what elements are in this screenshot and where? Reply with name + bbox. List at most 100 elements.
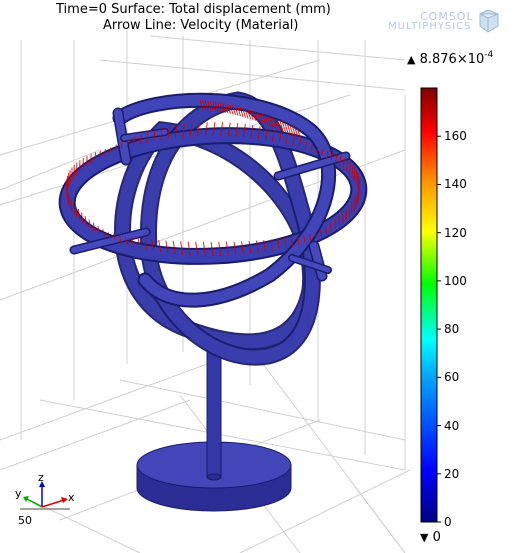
velocity-arrow [263,240,266,253]
velocity-arrow [329,222,332,232]
velocity-arrow [204,122,208,137]
velocity-arrow [292,126,296,137]
velocity-arrow [315,147,319,154]
velocity-arrow [348,162,351,175]
velocity-arrow [90,154,92,164]
velocity-arrow [290,236,294,247]
velocity-arrow [144,238,148,250]
velocity-arrow [72,202,75,215]
velocity-arrow [314,232,317,239]
velocity-arrow [137,237,141,249]
velocity-arrow [207,100,211,111]
velocity-arrow [255,240,259,254]
velocity-arrow [146,131,149,143]
velocity-arrow [210,241,214,257]
velocity-arrow [102,229,105,237]
velocity-arrow [132,136,136,146]
velocity-arrow [338,215,340,227]
velocity-arrow [180,241,184,255]
grid-lines [0,30,411,553]
colorbar-tick-label: 20 [444,466,460,481]
velocity-arrow [227,103,231,114]
velocity-arrow [139,133,142,145]
velocity-arrow [357,175,360,190]
velocity-arrow [297,128,301,139]
plot-title-arrows: Arrow Line: Velocity (Material) [103,18,299,33]
velocity-arrow [285,133,289,145]
colorbar-tick-label: 160 [444,129,467,144]
velocity-arrow [304,141,308,150]
colorbar-max-label: ▲ 8.876×10-4 [407,50,494,67]
velocity-arrow [325,226,327,234]
velocity-arrow [68,195,71,209]
velocity-arrow [131,236,134,247]
velocity-arrow [202,99,206,111]
velocity-arrow [248,240,252,255]
velocity-arrows [65,99,361,257]
velocity-arrow [292,136,295,146]
velocity-arrow [358,178,360,193]
velocity-arrow [320,229,322,237]
velocity-arrow [218,241,222,256]
velocity-arrow [257,112,261,123]
velocity-arrow [182,123,185,138]
velocity-arrow [77,208,81,221]
velocity-arrow [109,147,112,154]
velocity-arrow [303,234,306,243]
velocity-arrow [229,104,234,115]
velocity-arrow [158,239,162,253]
velocity-arrow [334,219,336,229]
velocity-arrow [99,150,101,159]
velocity-arrow [212,100,216,112]
velocity-arrow [334,153,338,164]
velocity-arrow [244,108,249,119]
velocity-arrow [264,127,268,141]
velocity-arrow [353,167,356,181]
velocity-arrow [153,129,156,142]
velocity-arrow [104,148,106,156]
velocity-arrow [325,150,329,159]
velocity-arrow [219,102,224,113]
velocity-arrow [167,126,171,140]
velocity-arrow [224,103,229,114]
velocity-arrow [257,126,261,140]
stand-post [206,341,222,481]
velocity-arrow [309,233,312,241]
velocity-arrow [272,117,276,129]
velocity-arrow [165,240,169,254]
velocity-arrow [113,233,116,241]
velocity-arrow [241,241,244,255]
velocity-arrow [284,122,289,134]
velocity-arrow [270,239,273,251]
velocity-arrow [264,114,269,126]
velocity-arrow [345,160,349,172]
velocity-arrow [239,106,244,118]
axis-scale-label: 50 [18,514,32,527]
velocity-arrow [97,225,101,234]
velocity-arrow [298,138,302,148]
gyroscope-shafts [69,107,351,282]
velocity-arrow [279,120,284,132]
logo-word-multiphysics: MULTIPHYSICS [388,21,472,32]
velocity-arrow [227,122,231,137]
velocity-arrow [75,205,78,218]
velocity-arrow [86,155,88,167]
velocity-arrow [271,129,275,142]
velocity-arrow [269,116,274,128]
velocity-arrow [294,127,299,138]
velocity-arrow [284,237,287,249]
velocity-arrow [247,108,251,120]
velocity-arrow [214,101,219,112]
velocity-arrow [120,141,123,150]
velocity-arrow [355,170,358,184]
velocity-arrow [233,241,237,256]
velocity-arrow [84,215,88,227]
velocity-arrow [287,124,291,135]
velocity-arrow [232,104,236,116]
velocity-arrow [160,127,163,141]
comsol-logo: COMSOL MULTIPHYSICS [388,10,500,34]
velocity-arrow [81,212,84,224]
velocity-arrow [126,138,129,148]
